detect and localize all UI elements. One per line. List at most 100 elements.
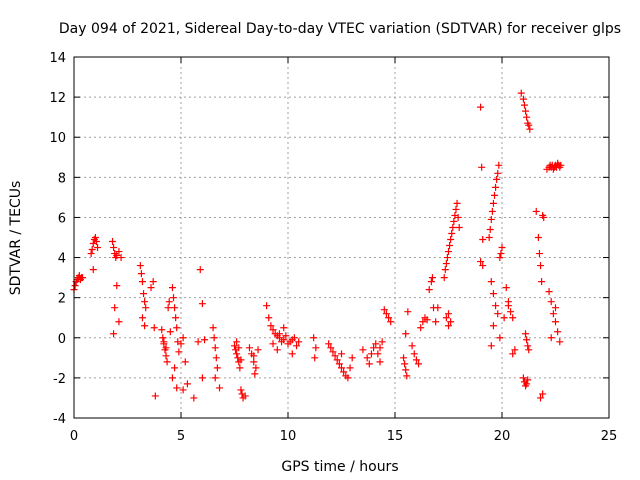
x-tick-label: 5 — [177, 429, 185, 444]
data-point — [331, 352, 339, 360]
data-point — [428, 274, 436, 282]
data-point — [502, 284, 510, 292]
data-point — [452, 205, 460, 213]
data-point — [495, 161, 503, 169]
data-point — [150, 324, 158, 332]
data-point — [385, 314, 393, 322]
y-tick-label: 6 — [58, 211, 66, 226]
x-tick-label: 10 — [280, 429, 297, 444]
data-point — [168, 284, 176, 292]
data-point — [162, 352, 170, 360]
data-point — [446, 242, 454, 250]
data-point — [547, 298, 555, 306]
data-point — [372, 340, 380, 348]
data-point — [524, 342, 532, 350]
data-point — [110, 244, 118, 252]
data-point — [532, 207, 540, 215]
data-point — [449, 223, 457, 231]
data-point — [367, 350, 375, 358]
data-point — [172, 314, 180, 322]
data-point — [523, 336, 531, 344]
axis-ticks: 0 5 10 15 20 25 -4 -2 0 2 4 6 8 10 12 14 — [49, 51, 617, 444]
data-point — [488, 207, 496, 215]
data-point — [311, 354, 319, 362]
data-point — [455, 223, 463, 231]
data-point — [113, 282, 121, 290]
data-point — [280, 336, 288, 344]
data-point — [493, 175, 501, 183]
data-point — [166, 328, 174, 336]
data-point — [496, 334, 504, 342]
data-point — [333, 356, 341, 364]
data-point — [479, 262, 487, 270]
data-point — [402, 366, 410, 374]
data-point — [251, 370, 259, 378]
data-point — [211, 374, 219, 382]
data-point — [500, 314, 508, 322]
data-point — [509, 314, 517, 322]
data-point — [335, 360, 343, 368]
data-point — [198, 374, 206, 382]
data-point — [491, 191, 499, 199]
data-point — [327, 344, 335, 352]
data-point — [269, 340, 277, 348]
data-point — [382, 310, 390, 318]
data-point — [245, 344, 253, 352]
data-point — [552, 318, 559, 326]
data-point — [231, 342, 238, 350]
data-point — [138, 314, 146, 322]
data-point — [141, 298, 149, 306]
data-point — [454, 213, 462, 221]
data-point — [344, 374, 352, 382]
data-point — [213, 364, 221, 372]
data-point — [71, 282, 79, 290]
data-point — [94, 244, 102, 252]
data-point — [252, 364, 260, 372]
data-point — [137, 270, 145, 278]
data-point — [520, 101, 528, 109]
data-point — [400, 354, 408, 362]
data-point — [212, 354, 220, 362]
data-point — [453, 199, 461, 207]
data-point — [111, 304, 119, 312]
data-point — [380, 306, 388, 314]
data-point — [489, 199, 497, 207]
data-point — [209, 324, 217, 332]
data-point — [540, 213, 548, 221]
data-point — [479, 236, 487, 244]
data-point — [494, 310, 502, 318]
data-point — [526, 125, 534, 133]
data-point — [280, 324, 288, 332]
y-tick-label: 8 — [58, 171, 66, 186]
data-point — [537, 262, 545, 270]
data-point — [173, 384, 181, 392]
data-point — [201, 336, 209, 344]
y-tick-label: 0 — [58, 332, 66, 347]
data-point — [492, 183, 500, 191]
data-point — [378, 338, 386, 346]
data-point — [404, 308, 412, 316]
data-point — [282, 332, 290, 340]
data-point — [552, 304, 559, 312]
data-point — [138, 278, 146, 286]
data-point — [87, 250, 95, 258]
x-axis-label: GPS time / hours — [281, 459, 398, 475]
data-point — [233, 338, 241, 346]
data-point — [163, 358, 171, 366]
data-point — [434, 304, 442, 312]
data-point — [164, 304, 172, 312]
data-point — [237, 386, 245, 394]
data-point — [376, 344, 384, 352]
data-point — [450, 217, 458, 225]
data-point — [441, 266, 449, 274]
data-point — [179, 386, 187, 394]
data-point — [233, 350, 241, 358]
data-point — [498, 244, 506, 252]
y-tick-label: 4 — [58, 252, 66, 267]
data-point — [535, 250, 543, 258]
data-point — [557, 161, 565, 169]
data-point — [537, 394, 545, 402]
data-point — [523, 113, 531, 121]
data-point — [115, 248, 123, 256]
data-point — [288, 350, 296, 358]
